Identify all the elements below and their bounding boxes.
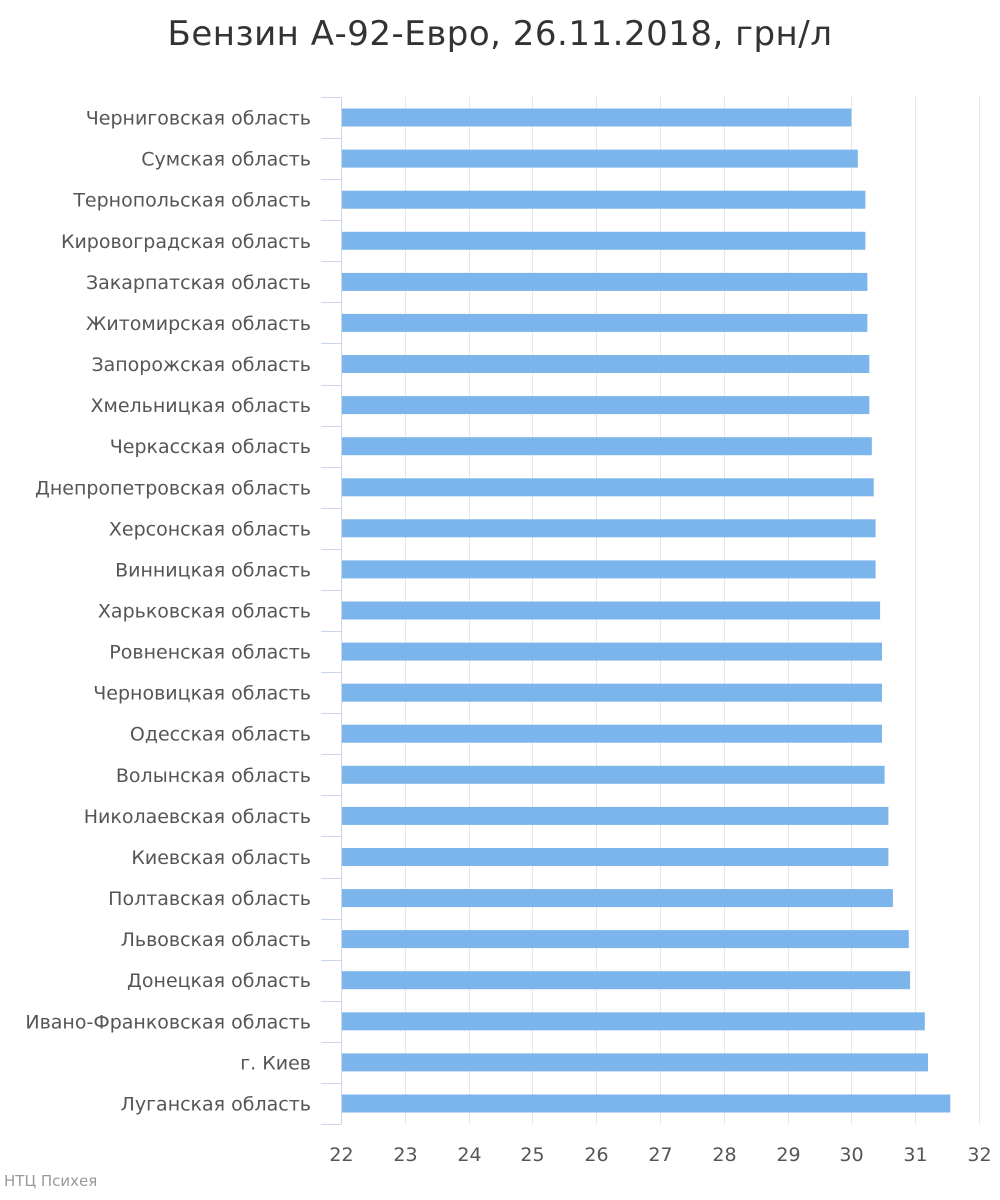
category-label: Кировоградская область <box>61 231 311 253</box>
axes <box>321 97 342 1125</box>
x-tick-label: 26 <box>584 1144 608 1166</box>
bar[interactable] <box>342 1094 951 1113</box>
category-label: Львовская область <box>121 929 311 951</box>
bar[interactable] <box>342 560 876 579</box>
category-label: Харьковская область <box>98 601 311 623</box>
bar[interactable] <box>342 889 893 908</box>
x-tick-label: 27 <box>648 1144 672 1166</box>
category-label: Киевская область <box>131 847 311 869</box>
bar[interactable] <box>342 971 911 990</box>
bars <box>342 108 951 1113</box>
credits-text[interactable]: НТЦ Психея <box>4 1172 98 1190</box>
x-tick-label: 28 <box>712 1144 736 1166</box>
bar[interactable] <box>342 765 885 784</box>
bar[interactable] <box>342 355 870 373</box>
x-tick-label: 22 <box>329 1144 353 1166</box>
category-label: Винницкая область <box>115 559 311 581</box>
category-label: Донецкая область <box>127 970 311 992</box>
category-label: Хмельницкая область <box>90 395 311 417</box>
category-label: Запорожская область <box>91 354 311 376</box>
category-label: Николаевская область <box>84 806 311 828</box>
category-label: Тернопольская область <box>72 190 311 212</box>
category-label: Житомирская область <box>86 313 311 335</box>
category-label: Черниговская область <box>86 108 311 130</box>
x-tick-label: 31 <box>903 1144 927 1166</box>
category-labels: Черниговская область Сумская область Терно… <box>25 108 311 1116</box>
bar[interactable] <box>342 396 870 415</box>
category-label: Черновицкая область <box>93 683 311 705</box>
bar[interactable] <box>342 1053 928 1072</box>
bar[interactable] <box>342 683 882 702</box>
bar[interactable] <box>342 806 889 825</box>
bar[interactable] <box>342 601 881 620</box>
bar[interactable] <box>342 190 866 209</box>
x-tick-labels: 22 23 24 25 26 27 28 29 30 31 32 <box>329 1144 991 1166</box>
bar[interactable] <box>342 478 874 497</box>
bar[interactable] <box>342 313 868 332</box>
bar[interactable] <box>342 437 872 456</box>
x-tick-label: 23 <box>393 1144 417 1166</box>
bar[interactable] <box>342 642 882 661</box>
bar[interactable] <box>342 149 858 168</box>
category-label: Черкасская область <box>110 436 311 458</box>
category-label: Закарпатская область <box>86 272 311 294</box>
category-label: Ивано-Франковская область <box>25 1011 311 1033</box>
x-tick-label: 32 <box>967 1144 991 1166</box>
bar[interactable] <box>342 848 889 866</box>
bar[interactable] <box>342 930 909 949</box>
category-label: Луганская область <box>121 1094 311 1116</box>
x-tick-label: 29 <box>776 1144 800 1166</box>
bar[interactable] <box>342 272 868 291</box>
bar[interactable] <box>342 724 882 743</box>
bar[interactable] <box>342 519 876 538</box>
category-label: Ровненская область <box>109 642 311 664</box>
bar[interactable] <box>342 1012 925 1031</box>
chart-title: Бензин А-92-Евро, 26.11.2018, грн/л <box>167 14 833 54</box>
category-label: Одесская область <box>130 724 311 746</box>
x-tick-label: 30 <box>839 1144 863 1166</box>
category-label: Сумская область <box>141 149 311 171</box>
x-tick-label: 25 <box>520 1144 544 1166</box>
category-label: Херсонская область <box>109 518 311 540</box>
category-label: Днепропетровская область <box>35 477 311 499</box>
category-label: г. Киев <box>240 1052 311 1074</box>
x-tick-label: 24 <box>457 1144 481 1166</box>
category-label: Полтавская область <box>108 888 311 910</box>
category-label: Волынская область <box>116 765 311 787</box>
bar[interactable] <box>342 108 852 127</box>
bar[interactable] <box>342 231 866 250</box>
